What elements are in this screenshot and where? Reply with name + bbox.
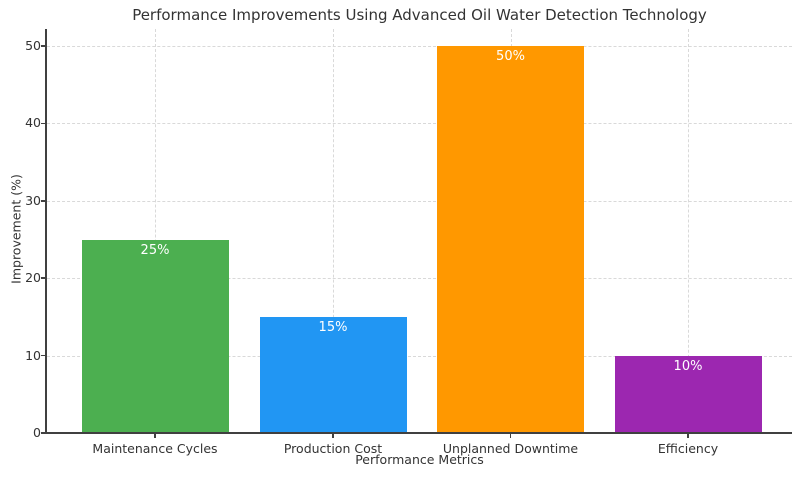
y-axis-spine xyxy=(45,29,48,434)
y-tick-mark-0 xyxy=(41,432,46,434)
x-tick-label-1: Production Cost xyxy=(283,441,383,456)
y-tick-label-20: 20 xyxy=(25,270,41,286)
gridline-x-3 xyxy=(688,29,689,433)
gridline-y-30 xyxy=(47,200,792,202)
gridline-y-50 xyxy=(47,46,792,47)
bar-unplanned-downtime: 50% xyxy=(437,46,584,433)
y-tick-label-0: 0 xyxy=(33,425,41,440)
y-tick-label-30: 30 xyxy=(25,192,41,208)
y-tick-mark-20 xyxy=(41,277,46,279)
x-tick-mark-1 xyxy=(332,433,334,438)
bar-production-cost: 15% xyxy=(259,316,407,433)
y-tick-label-50: 50 xyxy=(25,38,41,53)
x-tick-mark-0 xyxy=(154,433,156,438)
bar-value-label-3: 10% xyxy=(673,358,703,374)
y-tick-mark-30 xyxy=(41,200,46,202)
y-tick-mark-50 xyxy=(41,45,46,47)
y-tick-mark-10 xyxy=(41,354,46,357)
y-tick-label-40: 40 xyxy=(25,115,41,131)
bar-value-label-0: 25% xyxy=(140,242,170,258)
x-tick-label-2: Unplanned Downtime xyxy=(442,441,579,456)
bar-maintenance-cycles: 25% xyxy=(81,239,229,433)
bar-value-label-2: 50% xyxy=(496,49,525,64)
x-axis-title: Performance Metrics xyxy=(355,452,484,467)
chart-title: Performance Improvements Using Advanced … xyxy=(132,6,707,24)
y-tick-label-10: 10 xyxy=(25,347,41,363)
y-tick-mark-40 xyxy=(41,122,46,125)
x-axis-spine xyxy=(45,432,793,434)
gridline-y-20 xyxy=(47,278,792,280)
gridline-x-0 xyxy=(155,29,156,433)
y-axis-title: Improvement (%) xyxy=(8,174,24,284)
gridline-y-10 xyxy=(47,355,792,357)
x-tick-label-0: Maintenance Cycles xyxy=(92,441,218,456)
bar-efficiency: 10% xyxy=(614,355,762,433)
plot-area: 25% 15% 50% 10% xyxy=(47,29,792,433)
gridline-x-1 xyxy=(333,29,334,433)
x-tick-mark-2 xyxy=(509,433,512,438)
x-tick-mark-3 xyxy=(687,433,689,438)
x-tick-label-3: Efficiency xyxy=(657,441,719,456)
gridline-y-40 xyxy=(47,123,792,125)
bar-value-label-1: 15% xyxy=(318,319,348,335)
